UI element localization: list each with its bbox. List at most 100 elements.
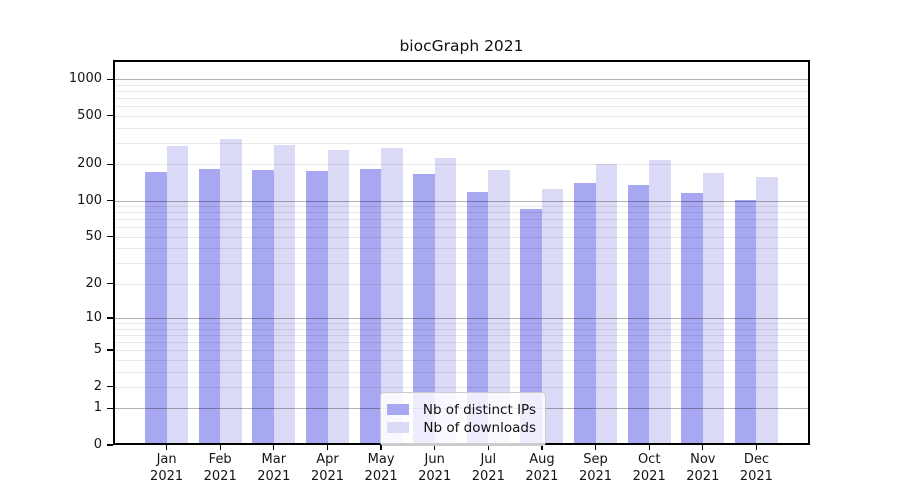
- month-name: Jan: [156, 452, 177, 467]
- y-tick-500: [106, 115, 113, 117]
- y-tick-5: [106, 349, 113, 351]
- bar-distinct-ips-sep: [574, 183, 596, 445]
- month-name: Aug: [529, 452, 555, 467]
- x-tick-label-jul: Jul 2021: [456, 452, 520, 485]
- minor-gridline-3: [113, 371, 810, 373]
- month-year: 2021: [364, 468, 398, 484]
- minor-gridline-9: [113, 323, 810, 325]
- major-gridline-1000: [113, 79, 810, 81]
- month-year: 2021: [471, 468, 505, 484]
- month-year: 2021: [632, 468, 666, 484]
- x-tick-nov: [702, 445, 704, 450]
- bar-downloads-mar: [273, 145, 296, 445]
- minor-gridline-700: [113, 98, 810, 99]
- month-name: Nov: [690, 452, 716, 467]
- minor-gridline-5: [113, 350, 810, 352]
- month-name: Apr: [316, 452, 339, 467]
- x-tick-label-aug: Aug 2021: [510, 452, 574, 485]
- minor-gridline-90: [113, 206, 810, 208]
- y-tick-200: [106, 163, 113, 165]
- bar-downloads-oct: [649, 160, 671, 445]
- x-tick-jul: [487, 445, 489, 450]
- y-tick-label-1: 1: [93, 400, 102, 416]
- bar-distinct-ips-dec: [734, 199, 757, 445]
- y-tick-label-10: 10: [85, 310, 102, 325]
- month-year: 2021: [739, 468, 773, 484]
- month-name: Sep: [583, 452, 608, 467]
- minor-gridline-70: [113, 219, 810, 221]
- legend-swatch-distinct-ips: [387, 404, 409, 415]
- minor-gridline-40: [113, 248, 810, 250]
- y-tick-100: [106, 199, 113, 202]
- bar-distinct-ips-nov: [681, 193, 703, 445]
- month-year: 2021: [310, 468, 345, 484]
- y-tick-20: [106, 283, 113, 285]
- minor-gridline-600: [113, 106, 810, 108]
- x-tick-oct: [648, 445, 650, 450]
- y-tick-1: [106, 407, 113, 409]
- bar-downloads-feb: [220, 139, 242, 445]
- legend-label-distinct-ips: Nb of distinct IPs: [422, 401, 536, 418]
- legend-item-downloads: Nb of downloads: [387, 419, 536, 436]
- minor-gridline-300: [113, 142, 810, 144]
- month-name: Mar: [261, 452, 287, 467]
- month-year: 2021: [418, 468, 452, 484]
- month-year: 2021: [578, 468, 613, 484]
- minor-gridline-50: [113, 236, 810, 238]
- legend: Nb of distinct IPs Nb of downloads: [380, 392, 546, 446]
- month-name: Jun: [424, 452, 445, 467]
- legend-item-distinct-ips: Nb of distinct IPs: [387, 401, 536, 418]
- y-tick-label-200: 200: [77, 156, 102, 172]
- month-name: Jul: [480, 452, 497, 467]
- legend-swatch-downloads: [387, 422, 409, 433]
- x-tick-sep: [594, 445, 597, 450]
- y-tick-label-50: 50: [85, 228, 102, 244]
- y-tick-0: [106, 444, 113, 446]
- bar-downloads-jun: [434, 157, 457, 445]
- month-name: May: [367, 452, 395, 467]
- month-year: 2021: [686, 468, 720, 484]
- bar-downloads-jan: [166, 146, 189, 445]
- plot-area: Nb of distinct IPs Nb of downloads: [113, 60, 810, 446]
- y-tick-label-5: 5: [93, 342, 102, 358]
- y-tick-label-0: 0: [93, 437, 102, 452]
- bar-downloads-jul: [488, 170, 510, 445]
- y-tick-1000: [106, 78, 113, 80]
- y-tick-label-20: 20: [85, 275, 102, 291]
- bars-layer: [113, 60, 810, 445]
- minor-gridline-400: [113, 127, 810, 129]
- x-tick-label-feb: Feb 2021: [188, 452, 252, 485]
- bar-downloads-apr: [327, 150, 349, 445]
- legend-label-downloads: Nb of downloads: [423, 419, 536, 436]
- minor-gridline-2: [113, 386, 810, 388]
- bar-downloads-aug: [541, 188, 564, 445]
- chart-title: biocGraph 2021: [399, 37, 524, 55]
- x-tick-apr: [326, 445, 329, 450]
- minor-gridline-7: [113, 334, 810, 336]
- x-tick-dec: [755, 445, 758, 450]
- month-year: 2021: [257, 468, 291, 484]
- major-gridline-10: [113, 318, 810, 320]
- x-tick-label-jan: Jan 2021: [135, 452, 199, 485]
- x-tick-jan: [165, 445, 168, 450]
- minor-gridline-500: [113, 115, 810, 117]
- x-tick-label-mar: Mar 2021: [242, 452, 306, 485]
- x-tick-label-apr: Apr 2021: [296, 452, 360, 485]
- x-tick-label-sep: Sep 2021: [564, 452, 628, 485]
- y-tick-label-2: 2: [93, 378, 102, 394]
- x-tick-jun: [434, 445, 436, 450]
- x-tick-label-oct: Oct 2021: [617, 452, 681, 485]
- bar-distinct-ips-feb: [198, 169, 221, 445]
- bar-distinct-ips-jan: [145, 172, 167, 445]
- minor-gridline-20: [113, 283, 810, 285]
- minor-gridline-8: [113, 328, 810, 330]
- bar-distinct-ips-mar: [252, 170, 274, 445]
- y-tick-label-1000: 1000: [68, 71, 102, 87]
- grid-layer: [113, 60, 810, 445]
- bar-distinct-ips-may: [359, 168, 382, 445]
- bar-downloads-dec: [756, 176, 778, 445]
- y-tick-50: [106, 236, 113, 238]
- month-year: 2021: [525, 468, 559, 484]
- y-tick-label-500: 500: [77, 107, 102, 123]
